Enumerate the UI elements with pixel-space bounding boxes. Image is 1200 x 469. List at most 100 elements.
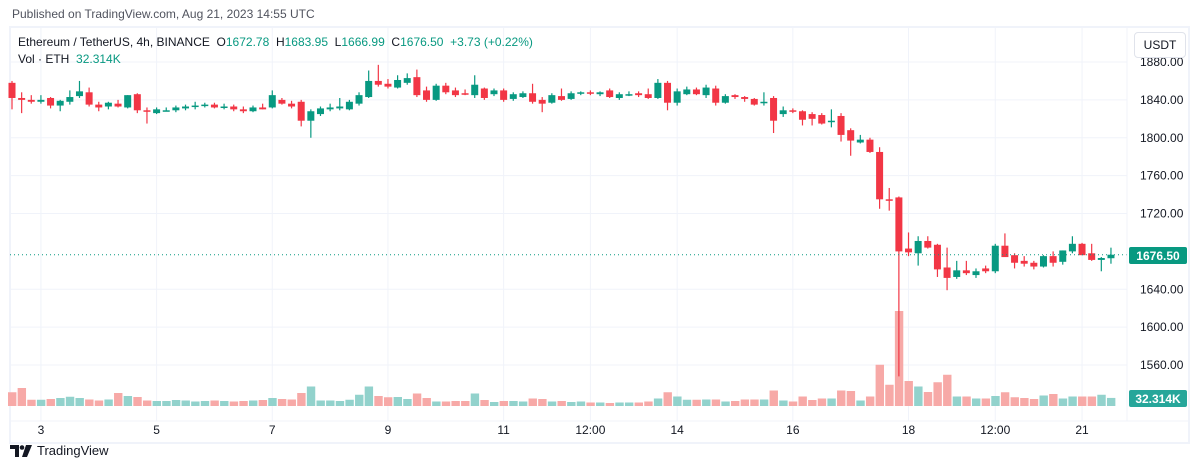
currency-button[interactable]: USDT (1134, 32, 1186, 58)
high-value: 1683.95 (284, 35, 328, 49)
volume-bar (142, 400, 152, 406)
close-value: 1676.50 (400, 35, 444, 49)
candle-body (182, 106, 190, 109)
candle (413, 69, 421, 98)
time-tick-label: 3 (38, 423, 45, 437)
low-label: L (334, 35, 342, 49)
candle-body (297, 101, 305, 121)
candle (1039, 255, 1047, 268)
candle (143, 107, 151, 124)
candle (991, 243, 999, 274)
volume-bar (200, 401, 210, 406)
time-tick-label: 11 (497, 423, 510, 437)
candle (1049, 251, 1057, 267)
candle (721, 94, 729, 104)
candle (654, 79, 662, 99)
time-tick-label: 12:00 (575, 423, 605, 437)
candle-body (885, 199, 893, 201)
candle-body (423, 90, 431, 100)
price-tick-label: 1640.00 (1140, 282, 1184, 296)
candle (172, 105, 180, 113)
volume-bar (316, 400, 325, 406)
candle-body (856, 139, 864, 143)
candle-body (403, 78, 411, 83)
candle (683, 86, 691, 96)
candle (345, 99, 353, 111)
footer-brand[interactable]: TradingView (37, 443, 109, 458)
candle (577, 91, 585, 96)
close-label: C (391, 35, 401, 49)
candle-body (114, 103, 122, 107)
volume-bar (46, 399, 55, 406)
candle (914, 236, 922, 266)
volume-bar (885, 384, 894, 406)
candle (471, 75, 479, 98)
candle (451, 87, 459, 98)
candle-body (124, 95, 132, 108)
price-tick-label: 1840.00 (1140, 93, 1184, 107)
candle (1097, 257, 1105, 272)
candle (567, 91, 575, 100)
candle (509, 92, 517, 101)
candle (480, 87, 488, 100)
volume-label[interactable]: Vol · ETH (18, 52, 70, 66)
candle-body (162, 110, 170, 112)
volume-bar (345, 399, 354, 406)
candle (712, 85, 720, 106)
volume-bar (451, 401, 460, 406)
volume-bar (499, 401, 509, 406)
candle-body (278, 99, 286, 104)
candle-body (47, 97, 55, 106)
time-tick-label: 12:00 (980, 423, 1010, 437)
candle-body (509, 94, 517, 99)
candle-body (615, 94, 623, 98)
candle-body (259, 107, 267, 110)
candle (162, 107, 170, 112)
candle-body (471, 84, 479, 96)
candle-body (1059, 250, 1067, 262)
candle-body (692, 89, 700, 95)
volume-bar (1097, 394, 1106, 406)
volume-bar (914, 386, 923, 406)
ohlc-legend: Ethereum / TetherUS, 4h, BINANCE O1672.7… (18, 35, 533, 49)
candle (606, 88, 614, 98)
candle-body (924, 240, 932, 248)
candle (866, 137, 874, 153)
candle (461, 89, 469, 96)
volume-bar (297, 393, 306, 406)
volume-bar (277, 399, 287, 406)
candle-body (249, 107, 257, 112)
candle (37, 95, 45, 104)
low-value: 1666.99 (341, 35, 385, 49)
published-caption: Published on TradingView.com, Aug 21, 20… (12, 7, 315, 21)
candle (288, 100, 296, 109)
volume-legend: Vol · ETH 32.314K (18, 52, 121, 66)
candle-body (721, 96, 729, 103)
candle (847, 128, 855, 156)
volume-bar (788, 401, 798, 406)
volume-bar (36, 399, 46, 406)
candle-body (451, 90, 459, 96)
last-volume-badge (1129, 390, 1187, 407)
volume-bar (731, 401, 740, 406)
volume-bar (355, 394, 364, 406)
volume-bar (837, 390, 846, 406)
candle-body (818, 115, 826, 124)
candle (837, 113, 845, 142)
candle (374, 64, 382, 87)
candle-body (345, 101, 353, 110)
candle-body (644, 94, 652, 98)
candle-body (789, 110, 797, 112)
volume-bar (374, 396, 383, 406)
candle (104, 101, 112, 110)
candle (635, 91, 643, 98)
volume-bar (403, 399, 412, 406)
candle (365, 70, 373, 98)
candle-body (66, 97, 74, 102)
symbol-title[interactable]: Ethereum / TetherUS, 4h, BINANCE (18, 35, 210, 49)
volume-bar (779, 400, 788, 406)
candle (442, 82, 450, 95)
candle (307, 109, 315, 138)
candle (924, 236, 932, 249)
